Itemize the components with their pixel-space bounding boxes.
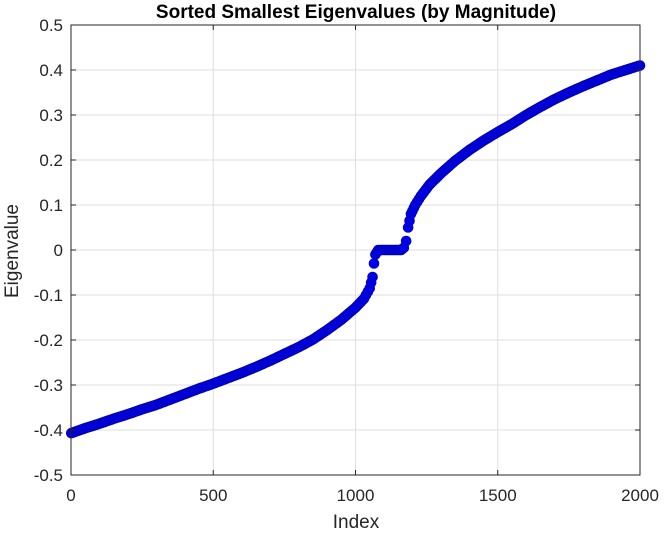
x-tick-label: 0	[66, 486, 75, 505]
y-tick-label: -0.2	[34, 331, 63, 350]
x-tick-label: 2000	[621, 486, 659, 505]
x-tick-label: 500	[199, 486, 227, 505]
y-tick-label: -0.4	[34, 421, 63, 440]
data-point	[400, 235, 412, 247]
data-point	[368, 258, 380, 269]
y-axis-label: Eigenvalue	[2, 204, 23, 298]
y-tick-label: -0.5	[34, 466, 63, 485]
y-tick-label: 0.4	[39, 61, 63, 80]
data-point	[367, 271, 378, 283]
x-tick-label: 1500	[479, 486, 517, 505]
y-tick-label: 0	[54, 241, 63, 260]
axes: 0 500 1000 1500 2000 0.5 0.4 0.3 0.2 0.1 0 -0.1 -0.2…	[34, 16, 659, 505]
data-series	[65, 60, 646, 439]
y-tick-label: 0.5	[39, 16, 63, 35]
y-tick-label: 0.1	[39, 196, 63, 215]
y-tick-label: -0.1	[34, 286, 63, 305]
chart-title: Sorted Smallest Eigenvalues (by Magnitud…	[156, 2, 556, 23]
x-tick-label: 1000	[337, 486, 375, 505]
x-axis-label: Index	[333, 512, 380, 531]
y-tick-label: -0.3	[34, 376, 63, 395]
y-tick-label: 0.2	[39, 151, 63, 170]
y-tick-label: 0.3	[39, 106, 63, 125]
